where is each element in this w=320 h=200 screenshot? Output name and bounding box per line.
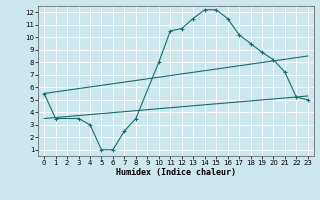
X-axis label: Humidex (Indice chaleur): Humidex (Indice chaleur) (116, 168, 236, 177)
